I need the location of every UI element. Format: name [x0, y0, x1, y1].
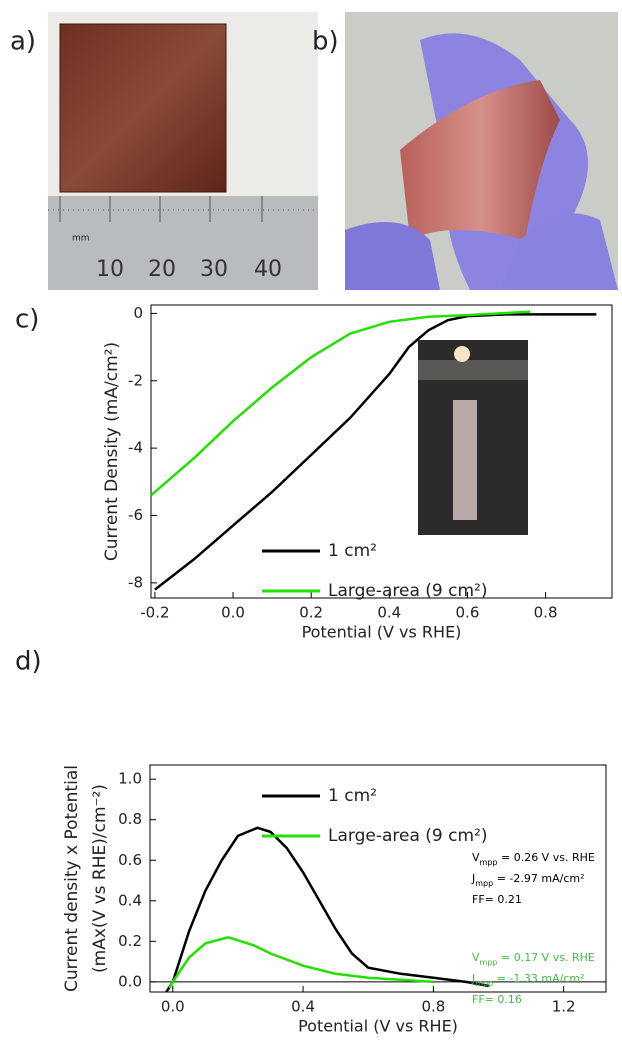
- annotation-part: V: [472, 951, 480, 964]
- ruler-label: 10: [96, 257, 124, 282]
- panel-label: d): [15, 647, 42, 677]
- data-line: [168, 935, 434, 989]
- annotation: FF= 0.16: [472, 993, 522, 1006]
- legend-label: 1 cm²: [328, 786, 377, 806]
- x-axis-title: Potential (V vs RHE): [298, 1017, 458, 1036]
- legend-label: 1 cm²: [328, 541, 377, 561]
- y-axis-title: Current Density (mA/cm²): [102, 342, 122, 561]
- y-tick-label: -6: [128, 506, 143, 524]
- y-tick-label: -2: [128, 371, 143, 389]
- y-tick-label: 0.0: [118, 972, 142, 990]
- x-tick-label: 0.6: [456, 604, 480, 622]
- annotation-part: FF= 0.21: [472, 893, 522, 906]
- ruler-label: 30: [200, 257, 228, 282]
- annotation-part: mpp: [475, 879, 493, 888]
- y-tick-label: 1.0: [118, 770, 142, 788]
- ruler-label: 40: [254, 257, 282, 282]
- x-axis-title: Potential (V vs RHE): [302, 623, 462, 642]
- x-tick-label: 1.2: [552, 998, 576, 1016]
- annotation: Vmpp = 0.17 V vs. RHE: [472, 951, 595, 967]
- panel-label: b): [312, 27, 339, 57]
- annotation-part: V: [472, 851, 480, 864]
- x-tick-label: 0.2: [299, 604, 323, 622]
- annotation-part: J: [471, 872, 475, 885]
- x-tick-label: 0.0: [221, 604, 245, 622]
- x-tick-label: -0.2: [140, 604, 169, 622]
- panel-label: a): [10, 27, 36, 57]
- annotation-part: = 0.17 V vs. RHE: [497, 951, 594, 964]
- legend-label: Large-area (9 cm²): [328, 581, 487, 601]
- annotation: FF= 0.21: [472, 893, 522, 906]
- x-tick-label: 0.4: [377, 604, 401, 622]
- ruler-label: 20: [148, 257, 176, 282]
- annotation: Jmpp = -1.33 mA/cm²: [471, 972, 585, 988]
- annotation-part: = -1.33 mA/cm²: [493, 972, 584, 985]
- ruler-label: mm: [72, 234, 90, 244]
- y-tick-label: -4: [128, 439, 143, 457]
- y-axis-title: Current density x Potential: [62, 765, 82, 992]
- inset-photo: [418, 340, 528, 535]
- annotation-part: mpp: [480, 858, 498, 867]
- photo-a: [48, 12, 318, 290]
- plot-frame: [150, 304, 613, 599]
- data-line: [150, 310, 531, 497]
- y-tick-label: -8: [128, 573, 143, 591]
- x-tick-label: 0.0: [161, 998, 185, 1016]
- y-tick-label: 0.8: [118, 810, 142, 828]
- annotation: Vmpp = 0.26 V vs. RHE: [472, 851, 595, 867]
- annotation-part: = -2.97 mA/cm²: [493, 872, 584, 885]
- x-tick-label: 0.4: [291, 998, 315, 1016]
- annotation-part: J: [471, 972, 475, 985]
- annotation: Jmpp = -2.97 mA/cm²: [471, 872, 585, 888]
- annotation-part: = 0.26 V vs. RHE: [497, 851, 594, 864]
- y-tick-label: 0.6: [118, 851, 142, 869]
- y-tick-label: 0.2: [118, 932, 142, 950]
- panel-label: c): [15, 305, 39, 335]
- photo-b: [345, 12, 618, 290]
- x-tick-label: 0.8: [421, 998, 445, 1016]
- plot-frame: [149, 764, 607, 993]
- y-tick-label: 0.4: [118, 891, 142, 909]
- x-tick-label: 0.8: [534, 604, 558, 622]
- annotation-part: mpp: [475, 979, 493, 988]
- annotation-part: mpp: [480, 958, 498, 967]
- data-line: [165, 826, 489, 993]
- y-tick-label: 0: [133, 304, 143, 322]
- legend-label: Large-area (9 cm²): [328, 826, 487, 846]
- annotation-part: FF= 0.16: [472, 993, 522, 1006]
- y-axis-title: (mAx(V vs RHE)/cm⁻²): [90, 784, 110, 973]
